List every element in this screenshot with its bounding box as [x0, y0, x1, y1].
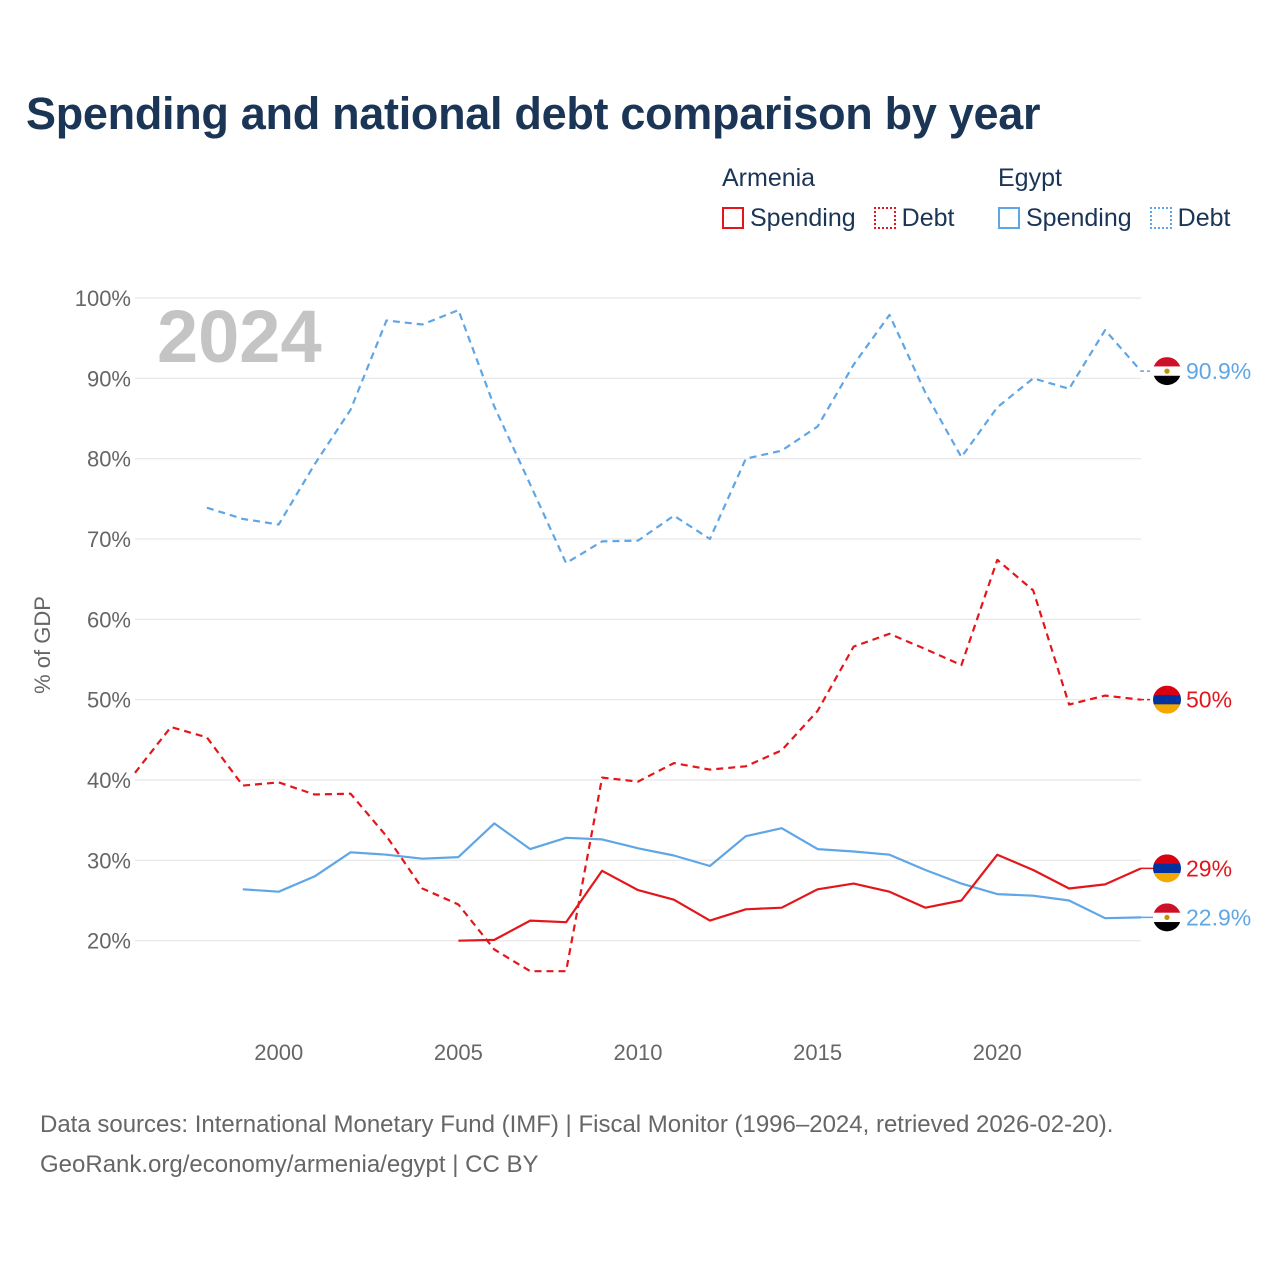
legend-armenia-debt[interactable]: Debt — [873, 203, 955, 233]
y-tick-label: 60% — [87, 607, 131, 632]
armenia-flag-icon — [1153, 854, 1181, 883]
series-line-armenia-spending[interactable] — [458, 853, 1142, 942]
year-watermark: 2024 — [157, 295, 322, 378]
x-tick-label: 2020 — [973, 1040, 1022, 1065]
end-value-label: 22.9% — [1186, 904, 1251, 930]
legend-label: Debt — [1177, 203, 1231, 232]
legend-armenia-spending[interactable]: Spending — [722, 204, 856, 233]
end-value-label: 90.9% — [1186, 358, 1251, 384]
x-tick-label: 2000 — [254, 1040, 303, 1065]
legend-swatch-solid — [722, 207, 744, 229]
y-tick-label: 100% — [75, 286, 131, 311]
legend-swatch-dotted — [1149, 207, 1172, 229]
y-tick-label: 50% — [87, 688, 131, 713]
legend-label: Spending — [1026, 203, 1132, 232]
end-value-label: 50% — [1186, 687, 1232, 713]
egypt-flag-icon — [1153, 903, 1181, 932]
y-tick-label: 70% — [87, 527, 131, 552]
legend-label: Spending — [750, 203, 856, 232]
chart-title: Spending and national debt comparison by… — [26, 88, 1041, 139]
data-sources: Data sources: International Monetary Fun… — [40, 1111, 1114, 1138]
legend-country-armenia: Armenia — [722, 164, 816, 192]
legend-egypt-debt[interactable]: Debt — [1149, 203, 1231, 233]
y-tick-label: 40% — [87, 768, 131, 793]
legend-swatch-dotted — [873, 207, 896, 229]
series-line-armenia-debt[interactable] — [134, 558, 1142, 973]
legend-country-egypt: Egypt — [998, 164, 1062, 192]
legend-egypt: Egypt Spending Debt — [998, 160, 1248, 240]
end-value-label: 29% — [1186, 855, 1232, 881]
series-line-egypt-debt[interactable] — [206, 309, 1142, 565]
legend-swatch-solid — [998, 207, 1020, 229]
legend-egypt-spending[interactable]: Spending — [998, 204, 1132, 233]
footer: Data sources: International Monetary Fun… — [40, 1105, 1113, 1185]
y-tick-label: 80% — [87, 447, 131, 472]
legend-label: Debt — [901, 203, 955, 232]
source-link[interactable]: GeoRank.org/economy/armenia/egypt | CC B… — [40, 1151, 539, 1178]
x-tick-label: 2010 — [614, 1040, 663, 1065]
x-tick-label: 2005 — [434, 1040, 483, 1065]
legend-armenia: Armenia Spending Debt — [722, 160, 972, 240]
egypt-flag-icon — [1153, 357, 1181, 386]
series-line-egypt-spending[interactable] — [242, 822, 1142, 920]
y-tick-label: 90% — [87, 366, 131, 391]
y-tick-label: 30% — [87, 848, 131, 873]
x-tick-label: 2015 — [793, 1040, 842, 1065]
y-tick-label: 20% — [87, 929, 131, 954]
armenia-flag-icon — [1153, 685, 1181, 714]
